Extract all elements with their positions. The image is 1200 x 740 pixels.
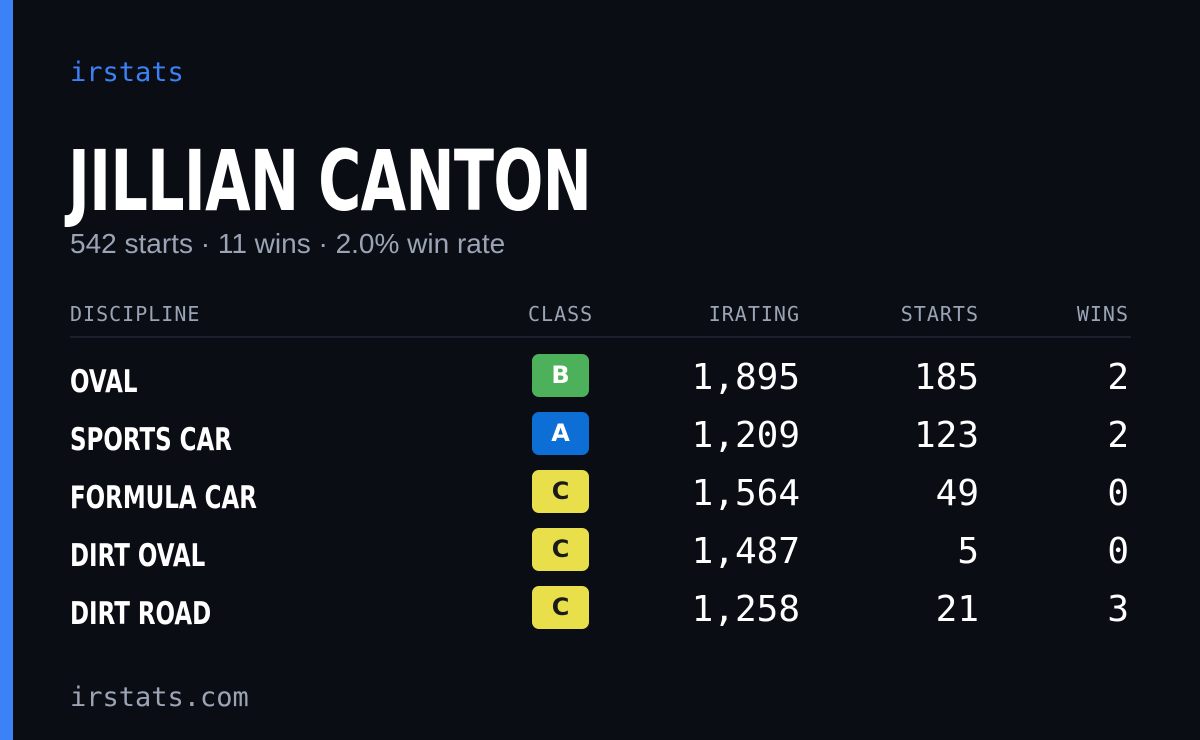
starts-value: 49 (935, 473, 979, 514)
wins-value: 0 (1107, 473, 1129, 514)
header-irating: IRATING (708, 302, 800, 326)
table-row: FORMULA CAR C 1,564 49 0 (70, 470, 1131, 528)
discipline-name: DIRT OVAL (70, 538, 206, 574)
starts-value: 185 (913, 357, 979, 398)
class-badge: A (532, 412, 589, 455)
header-wins: WINS (1076, 302, 1129, 326)
starts-value: 123 (913, 415, 979, 456)
player-summary: 542 starts · 11 wins · 2.0% win rate (70, 228, 506, 259)
brand-logo-text: irstats (70, 57, 184, 88)
table-row: DIRT OVAL C 1,487 5 0 (70, 528, 1131, 586)
starts-value: 5 (957, 531, 979, 572)
class-badge: C (532, 528, 589, 571)
irating-value: 1,487 (691, 531, 800, 572)
discipline-name: DIRT ROAD (70, 596, 212, 632)
irating-value: 1,209 (691, 415, 800, 456)
irating-value: 1,258 (691, 589, 800, 630)
table-row: DIRT ROAD C 1,258 21 3 (70, 586, 1131, 644)
accent-bar (0, 0, 13, 740)
wins-value: 0 (1107, 531, 1129, 572)
class-badge: B (532, 354, 589, 397)
table-header: DISCIPLINE CLASS IRATING STARTS WINS (70, 299, 1131, 329)
wins-value: 2 (1107, 357, 1129, 398)
footer-url: irstats.com (70, 682, 249, 713)
header-class: CLASS (528, 302, 594, 326)
class-badge: C (532, 586, 589, 629)
discipline-name: OVAL (70, 364, 138, 400)
table-row: OVAL B 1,895 185 2 (70, 354, 1131, 412)
discipline-name: FORMULA CAR (70, 480, 257, 516)
header-divider (70, 336, 1131, 338)
header-starts: STARTS (900, 302, 979, 326)
player-name: JILLIAN CANTON (68, 132, 592, 230)
irating-value: 1,564 (691, 473, 800, 514)
class-badge: C (532, 470, 589, 513)
irating-value: 1,895 (691, 357, 800, 398)
wins-value: 2 (1107, 415, 1129, 456)
header-discipline: DISCIPLINE (70, 302, 201, 326)
discipline-name: SPORTS CAR (70, 422, 232, 458)
wins-value: 3 (1107, 589, 1129, 630)
starts-value: 21 (935, 589, 979, 630)
table-row: SPORTS CAR A 1,209 123 2 (70, 412, 1131, 470)
